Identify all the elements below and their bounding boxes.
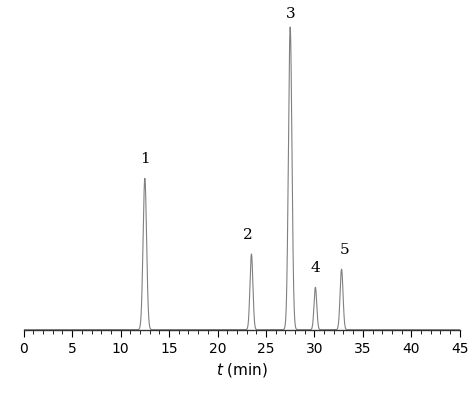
Text: 5: 5 xyxy=(340,243,349,257)
Text: 1: 1 xyxy=(140,152,150,166)
Text: 3: 3 xyxy=(285,7,295,21)
Text: 2: 2 xyxy=(243,228,253,242)
X-axis label: $t$ (min): $t$ (min) xyxy=(216,361,268,379)
Text: 4: 4 xyxy=(310,261,320,275)
